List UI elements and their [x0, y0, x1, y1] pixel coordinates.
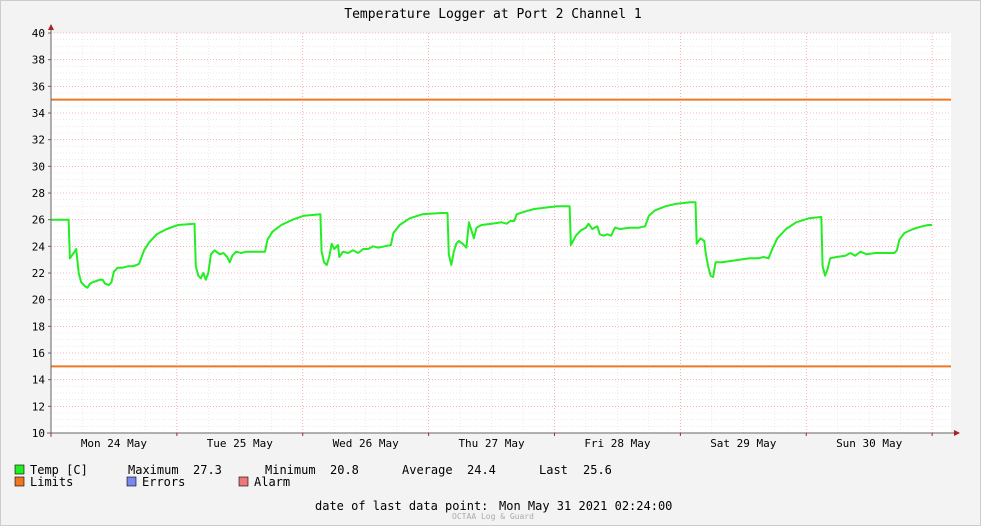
x-tick-label: Wed 26 May: [333, 437, 400, 450]
chart-title: Temperature Logger at Port 2 Channel 1: [344, 7, 641, 22]
y-tick-label: 30: [32, 160, 45, 173]
stat-max-label: Maximum: [128, 463, 179, 477]
x-tick-label: Mon 24 May: [81, 437, 148, 450]
x-tick-label: Fri 28 May: [584, 437, 651, 450]
y-tick-label: 34: [32, 107, 46, 120]
y-tick-label: 20: [32, 294, 45, 307]
series-line-temp: [51, 201, 933, 289]
stat-last-label: Last: [539, 463, 568, 477]
y-tick-label: 24: [32, 240, 46, 253]
limit-lines: [51, 98, 951, 368]
axes: [47, 24, 960, 437]
last-point-label: date of last data point:: [315, 499, 488, 513]
watermark: OCTAA Log & Guard: [452, 512, 534, 521]
legend-label-temp: Temp [C]: [30, 463, 88, 477]
y-tick-label: 36: [32, 80, 45, 93]
y-tick-label: 18: [32, 320, 45, 333]
x-tick-labels: Mon 24 May Tue 25 May Wed 26 May Thu 27 May…: [50, 433, 933, 450]
y-tick-label: 38: [32, 54, 45, 67]
legend-label-limits: Limits: [30, 475, 73, 489]
stat-max-value: 27.3: [193, 463, 222, 477]
last-point-value: Mon May 31 2021 02:24:00: [499, 499, 672, 513]
y-tick-label: 16: [32, 347, 45, 360]
legend-swatch-temp: [14, 464, 25, 475]
legend-label-errors: Errors: [142, 475, 185, 489]
x-tick-label: Tue 25 May: [207, 437, 274, 450]
legend-swatch-alarm: [238, 476, 249, 487]
y-tick-label: 12: [32, 400, 45, 413]
stat-min-label: Minimum: [265, 463, 316, 477]
x-tick-label: Sun 30 May: [836, 437, 903, 450]
y-tick-label: 14: [32, 374, 46, 387]
legend-swatch-errors: [126, 476, 137, 487]
y-tick-label: 28: [32, 187, 45, 200]
y-tick-label: 22: [32, 267, 45, 280]
x-tick-label: Sat 29 May: [710, 437, 777, 450]
stat-avg-value: 24.4: [467, 463, 496, 477]
stat-avg-label: Average: [402, 463, 453, 477]
y-tick-label: 40: [32, 27, 45, 40]
y-axis-arrow: [48, 24, 54, 30]
y-tick-label: 10: [32, 427, 45, 440]
x-tick-label: Thu 27 May: [458, 437, 525, 450]
y-tick-label: 26: [32, 214, 45, 227]
grid: [51, 32, 951, 433]
y-tick-label: 32: [32, 134, 45, 147]
series-layer: [51, 201, 933, 289]
y-tick-labels: 10 12 14 16 18 20 22 24 26 28 30 32 34 36 38 40: [32, 27, 51, 440]
stat-last-value: 25.6: [583, 463, 612, 477]
legend-label-alarm: Alarm: [254, 475, 290, 489]
stat-min-value: 20.8: [330, 463, 359, 477]
x-axis-arrow: [954, 430, 960, 436]
legend-swatch-limits: [14, 476, 25, 487]
legend: Temp [C] Maximum 27.3 Minimum 20.8 Avera…: [14, 463, 612, 489]
